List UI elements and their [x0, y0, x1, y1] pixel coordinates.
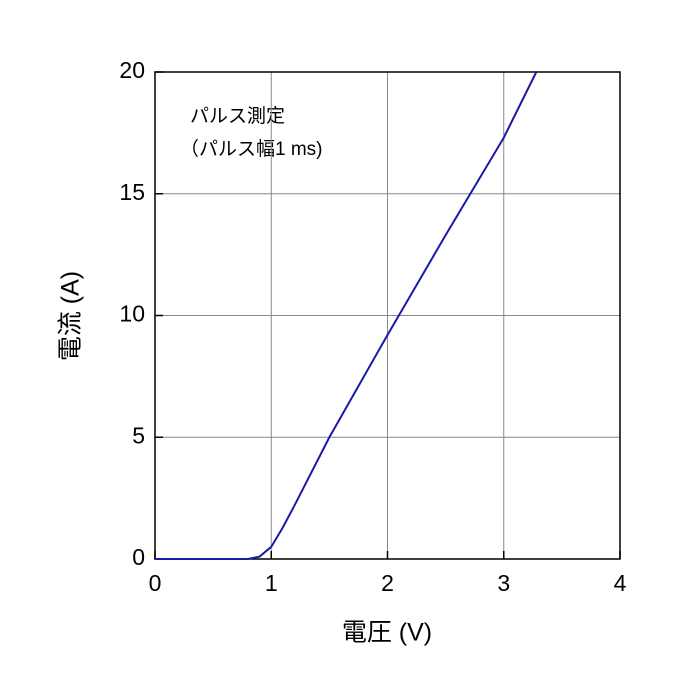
- data-line: [155, 71, 538, 560]
- y-tick-label: 15: [119, 179, 145, 205]
- x-tick-label: 2: [381, 570, 394, 596]
- x-tick-label: 3: [497, 570, 510, 596]
- x-tick-label: 1: [265, 570, 278, 596]
- x-axis-label: 電圧 (V): [342, 619, 432, 647]
- annotation: パルス測定: [190, 105, 285, 127]
- y-tick-label: 5: [132, 422, 145, 448]
- y-axis-label: 電流 (A): [57, 271, 85, 361]
- plot-frame: [154, 71, 621, 560]
- x-tick-label: 0: [149, 570, 162, 596]
- y-tick-label: 10: [119, 301, 145, 327]
- y-tick-label: 20: [119, 57, 145, 83]
- y-tick-label: 0: [132, 544, 145, 570]
- x-tick-label: 4: [614, 570, 627, 596]
- annotation: （パルス幅1 ms): [180, 138, 323, 160]
